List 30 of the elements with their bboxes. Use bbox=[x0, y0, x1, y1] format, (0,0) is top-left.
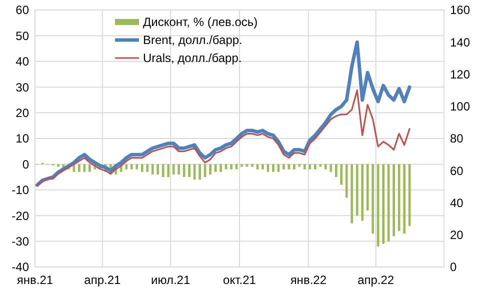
y-tick-label: 20 bbox=[16, 106, 30, 120]
y2-tick-label: 140 bbox=[450, 35, 470, 50]
y2-tick-label: 120 bbox=[450, 67, 470, 82]
y-tick-label: -10 bbox=[12, 183, 30, 198]
x-tick-label: янв.22 bbox=[290, 273, 327, 287]
y-tick-label: -30 bbox=[12, 234, 30, 248]
y2-tick-label: 0 bbox=[450, 260, 457, 274]
y-tick-label: -40 bbox=[12, 260, 30, 274]
y2-tick-label: 20 bbox=[450, 228, 464, 242]
y-tick-label: 40 bbox=[16, 54, 30, 69]
y-tick-label: 30 bbox=[16, 80, 30, 94]
y2-tick-label: 160 bbox=[450, 3, 470, 18]
legend-label: Brent, долл./барр. bbox=[143, 33, 242, 48]
x-tick-label: окт.21 bbox=[223, 273, 256, 287]
x-tick-label: апр.21 bbox=[84, 273, 122, 287]
legend-label: Дисконт, % (лев.ось) bbox=[143, 15, 258, 30]
y-tick-label: 0 bbox=[22, 157, 30, 172]
y2-tick-label: 60 bbox=[450, 164, 464, 178]
legend-label: Urals, долл./барр. bbox=[143, 51, 242, 66]
y2-tick-label: 80 bbox=[450, 132, 464, 146]
x-tick-label: июл.21 bbox=[151, 273, 190, 287]
x-tick-label: янв.21 bbox=[16, 273, 54, 287]
y-tick-label: 60 bbox=[16, 3, 30, 18]
y2-tick-label: 40 bbox=[450, 196, 464, 210]
line-series bbox=[36, 90, 410, 186]
y-tick-label: 10 bbox=[16, 132, 30, 146]
y-tick-label: -20 bbox=[12, 208, 30, 223]
x-tick-label: апр.22 bbox=[358, 273, 394, 287]
y2-tick-label: 100 bbox=[450, 100, 470, 114]
y-tick-label: 50 bbox=[16, 28, 30, 43]
